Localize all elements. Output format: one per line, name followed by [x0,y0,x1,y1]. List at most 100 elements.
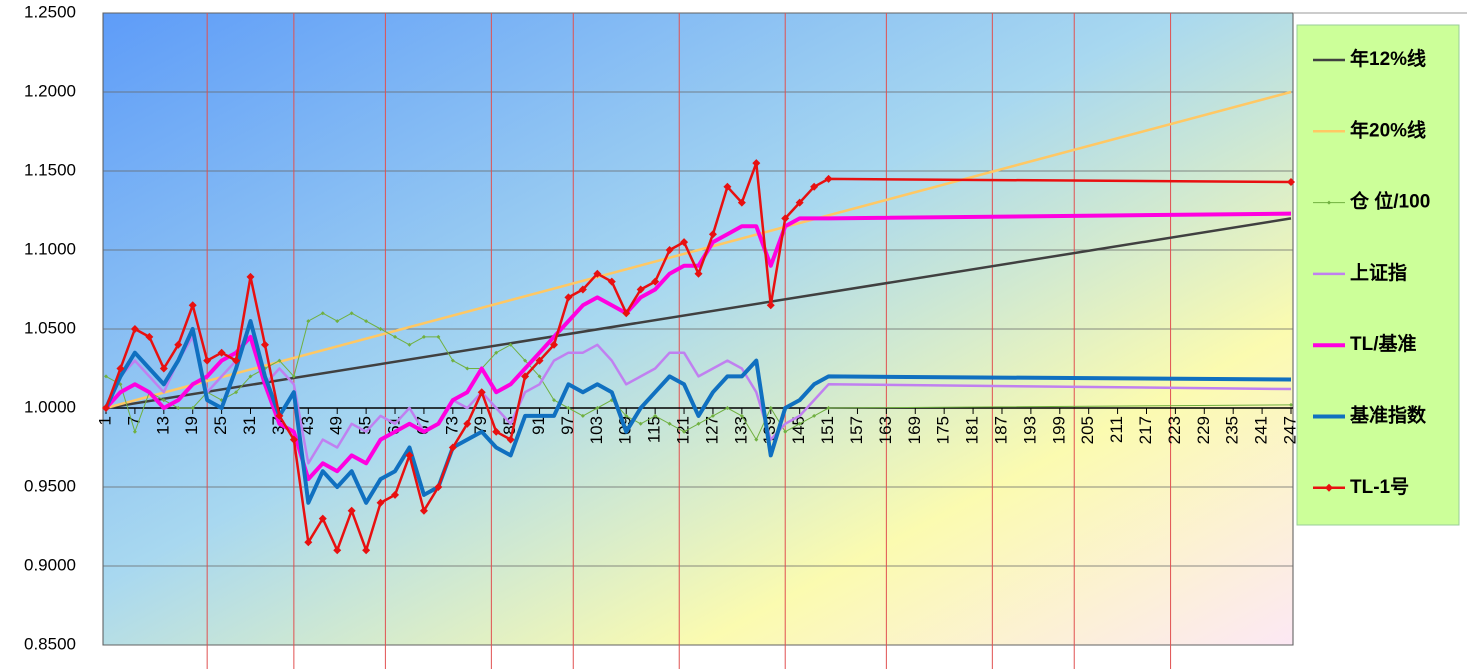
series-marker [335,319,340,324]
series-marker [349,311,354,316]
series-marker [130,325,139,333]
series-marker [436,334,441,339]
x-tick-label: 127 [702,416,721,444]
series-marker [289,435,298,444]
x-tick-label: 175 [934,416,953,444]
series-marker [578,285,587,294]
x-tick-label: 25 [211,416,230,435]
series-marker [306,319,311,324]
series-marker [566,406,571,410]
series-marker [752,159,761,168]
series-marker [653,413,658,418]
series-marker [405,451,414,460]
series-marker [463,419,472,428]
series-marker [624,413,629,418]
series-marker [246,272,255,281]
series-marker [506,435,515,444]
x-tick-label: 97 [558,416,577,435]
series-marker [376,498,385,507]
x-tick-label: 217 [1136,416,1155,444]
series-marker [362,546,371,555]
series-line [104,319,1292,465]
series-marker [521,372,530,381]
series-marker [1289,402,1293,407]
series-marker [667,421,672,426]
legend-label: 仓 位/100 [1349,190,1430,213]
series-marker [393,334,398,339]
y-tick-label: 1.1500 [24,160,76,179]
x-tick-label: 7 [124,416,143,425]
series-marker [161,398,166,403]
series-marker [159,364,168,373]
series-marker [564,293,573,302]
x-tick-label: 193 [1020,416,1039,444]
x-tick-label: 145 [789,416,808,444]
x-tick-label: 49 [327,416,346,435]
legend-label: 基准指数 [1349,404,1427,427]
series-line [104,319,1292,505]
series-line [104,161,1292,552]
x-tick-label: 91 [529,416,548,435]
x-tick-label: 115 [645,416,664,443]
series-marker [595,406,600,410]
series-marker [680,238,689,247]
series-marker [248,374,253,379]
series-marker [824,174,833,183]
series-marker [347,506,356,515]
y-tick-label: 0.9000 [24,555,76,574]
x-tick-label: 247 [1280,416,1299,444]
series-marker [232,356,241,365]
x-tick-label: 235 [1223,416,1242,444]
series-marker [812,413,817,418]
legend-label: 年20%线 [1350,118,1426,141]
series-marker [448,443,457,452]
series-marker [434,483,443,491]
series-marker [407,342,412,347]
series-marker [523,358,528,363]
x-tick-label: 241 [1252,416,1271,444]
series-marker [132,429,137,434]
x-tick-label: 181 [963,416,982,444]
x-tick-label: 133 [731,416,750,444]
series-marker [203,356,212,365]
series-marker [320,311,325,316]
series-marker [783,429,788,434]
series-marker [622,309,631,318]
series-marker [537,374,542,379]
series-marker [102,404,110,412]
x-tick-label: 223 [1165,416,1184,444]
series-marker [508,342,513,347]
series-marker [492,427,501,436]
x-tick-label: 103 [587,416,606,444]
x-tick-label: 163 [876,416,895,444]
y-tick-label: 1.1000 [24,239,76,258]
series-marker [174,340,183,349]
series-marker [768,406,773,410]
x-tick-label: 73 [442,416,461,435]
series-marker [754,437,759,442]
x-tick-label: 211 [1107,416,1126,443]
series-marker [275,411,284,420]
legend-marker [1327,200,1331,205]
series-marker [234,390,239,395]
series-marker [682,429,687,434]
series-marker [708,230,717,239]
x-tick-label: 205 [1078,416,1097,444]
series-marker [421,334,426,339]
series-marker [725,406,730,410]
y-tick-label: 0.8500 [24,634,76,653]
series-marker [607,277,616,286]
x-tick-label: 157 [847,416,866,444]
y-tick-label: 0.9500 [24,476,76,495]
series-marker [810,182,819,191]
x-tick-label: 151 [818,416,837,444]
series-marker [104,374,108,379]
series-marker [766,301,775,310]
series-marker [465,366,470,371]
series-marker [318,514,327,523]
x-tick-label: 55 [356,416,375,435]
series-marker [551,398,556,403]
series-marker [217,348,226,357]
series-marker [549,340,558,349]
